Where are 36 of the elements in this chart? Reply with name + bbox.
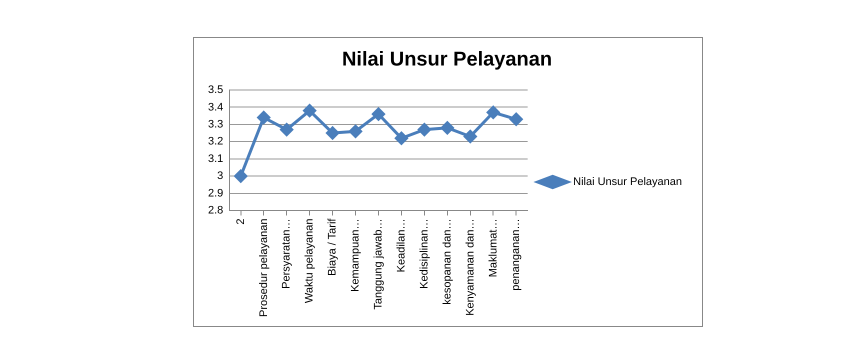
point [372,108,385,121]
x-tick-label: penanganan… [510,218,522,291]
y-tick-label: 3.1 [208,152,224,165]
x-tick-label: Persyaratan… [280,218,293,289]
x-tick-label: Biaya / Tarif [326,218,339,276]
point [257,111,270,124]
x-tick-label: Kemampuan… [350,218,362,292]
point [349,124,362,138]
x-tick-label: Tanggung jawab… [372,218,385,310]
x-tick-label: 2 [234,218,247,225]
point [280,123,294,136]
point [510,112,523,126]
x-tick-label: Keadilan… [395,218,408,272]
y-tick-label: 3 [217,170,224,182]
legend-label: Nilai Unsur Pelayanan [573,176,682,188]
y-tick-label: 2.8 [208,204,224,217]
point [326,126,340,140]
x-tick-label: Prosedur pelayanan [258,218,270,318]
y-tick-label: 3.3 [208,118,224,130]
point [234,170,248,183]
y-tick-label: 2.9 [208,187,224,200]
x-tick-label: Kedisiplinan… [418,218,430,289]
y-tick-label: 3.5 [208,84,224,96]
x-tick-label: kesopanan dan… [441,218,454,305]
x-tick-label: Waktu pelayanan [304,218,316,304]
x-tick-label: Kenyamanan dan… [464,218,476,316]
chart-title: Nilai Unsur Pelayanan [342,48,552,71]
point [418,123,431,136]
y-tick-label: 3.2 [208,136,224,148]
point [394,132,408,145]
point [464,130,477,143]
y-tick-label: 3.4 [208,101,224,114]
point [440,121,454,134]
point [303,104,316,118]
x-tick-label: Maklumat… [487,218,500,278]
point [486,106,500,119]
